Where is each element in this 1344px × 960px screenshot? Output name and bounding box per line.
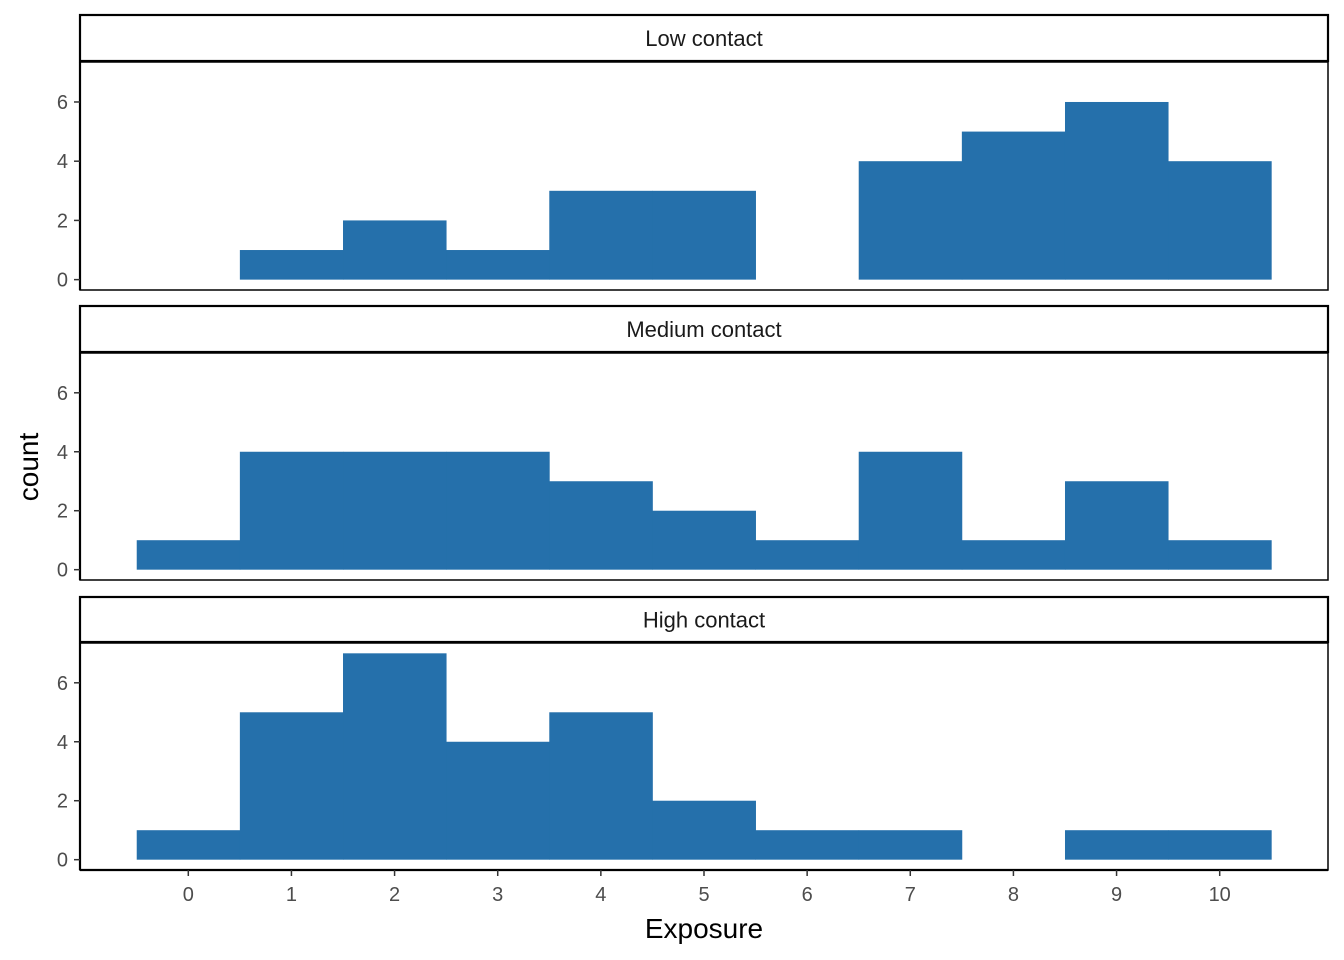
histogram-bar [755, 830, 860, 860]
x-tick-label: 0 [183, 884, 194, 906]
facet-strip [78, 595, 1330, 644]
histogram-bar [755, 540, 860, 570]
facet-strip-label: High contact [643, 608, 765, 633]
y-tick-label: 4 [57, 732, 68, 754]
y-axis: 0 2 4 6 [57, 62, 82, 292]
facet-panel: Medium contact 0 2 4 6 [57, 304, 1330, 582]
histogram-bar [961, 540, 1066, 570]
histogram-bar [446, 250, 550, 280]
histogram-bar [1064, 830, 1169, 860]
y-tick-label: 6 [57, 673, 68, 695]
y-axis: 0 2 4 6 [57, 643, 82, 872]
facet-panel: Low contact 0 2 4 6 [57, 13, 1330, 292]
facet-strip-label: Medium contact [626, 317, 781, 342]
y-tick-label: 2 [57, 210, 68, 232]
x-tick-label: 2 [389, 884, 400, 906]
histogram-bar [343, 653, 447, 860]
histogram-bars [239, 101, 1272, 280]
histogram-bar [1168, 540, 1272, 570]
x-tick-label: 6 [802, 884, 813, 906]
x-tick-label: 7 [905, 884, 916, 906]
histogram-bar [343, 451, 447, 570]
histogram-bar [961, 131, 1066, 280]
histogram-bar [446, 451, 550, 570]
histogram-bar [549, 190, 653, 280]
y-tick-label: 0 [57, 270, 68, 292]
facet-strip [78, 13, 1330, 63]
histogram-bar [239, 451, 344, 570]
y-tick-label: 0 [57, 850, 68, 872]
histogram-bar [1064, 101, 1169, 280]
y-tick-label: 4 [57, 442, 68, 464]
y-tick-label: 2 [57, 501, 68, 523]
histogram-bar [549, 481, 653, 570]
histogram-bar [652, 190, 756, 280]
histogram-bar [652, 800, 756, 860]
histogram-bars [136, 451, 1272, 570]
histogram-bar [1168, 161, 1272, 280]
x-tick-label: 3 [492, 884, 503, 906]
histogram-bar [1168, 830, 1272, 860]
facet-strip [78, 304, 1330, 354]
y-tick-label: 6 [57, 92, 68, 114]
histogram-bar [343, 220, 447, 280]
histogram-bar [858, 161, 963, 280]
x-axis-title: Exposure [645, 913, 763, 944]
histogram-bar [1064, 481, 1169, 570]
histogram-bar [136, 830, 241, 860]
x-tick-label: 5 [698, 884, 709, 906]
facet-strip-label: Low contact [645, 26, 762, 51]
histogram-bar [549, 712, 653, 860]
y-axis-title: count [13, 433, 44, 502]
x-tick-label: 9 [1111, 884, 1122, 906]
y-tick-label: 4 [57, 151, 68, 173]
histogram-bar [136, 540, 241, 570]
x-tick-label: 8 [1008, 884, 1019, 906]
x-tick-label: 10 [1209, 884, 1231, 906]
histogram-bar [652, 510, 756, 570]
x-axis: 0 1 2 3 4 5 6 7 8 9 10 [80, 868, 1328, 906]
histogram-bar [239, 250, 344, 280]
histogram-bars [136, 653, 1272, 860]
y-tick-label: 0 [57, 560, 68, 582]
histogram-bar [858, 451, 963, 570]
facet-panel: High contact 0 2 4 6 [57, 595, 1330, 872]
y-tick-label: 6 [57, 383, 68, 405]
y-tick-label: 2 [57, 791, 68, 813]
histogram-bar [239, 712, 344, 860]
x-tick-label: 4 [595, 884, 606, 906]
x-tick-label: 1 [286, 884, 297, 906]
histogram-bar [858, 830, 963, 860]
histogram-bar [446, 741, 550, 860]
y-axis: 0 2 4 6 [57, 353, 82, 582]
